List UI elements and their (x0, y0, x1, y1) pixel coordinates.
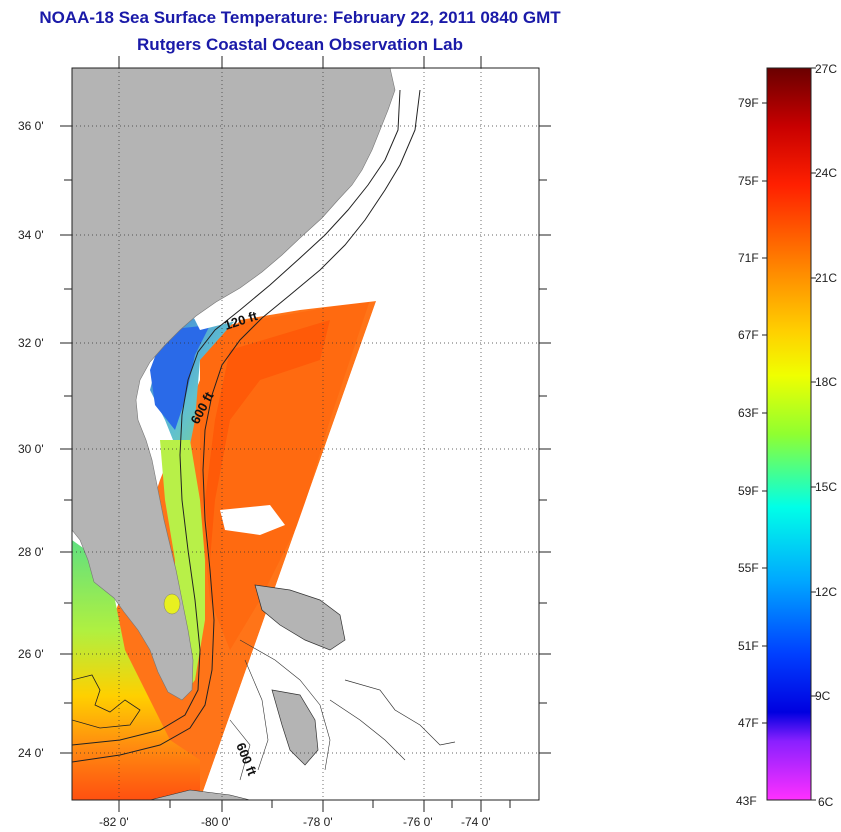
contour-600ft (72, 89, 421, 763)
lon-label: -74 0' (461, 815, 491, 829)
sst-shelf-blue (150, 325, 210, 430)
lon-label: -82 0' (99, 815, 129, 829)
lat-label: 24 0' (18, 746, 44, 760)
lat-label: 34 0' (18, 228, 44, 242)
colorbar-f-label: 59F (738, 484, 759, 498)
colorbar-f-label: 79F (738, 96, 759, 110)
map-area (72, 68, 539, 800)
colorbar-c-label: 12C (815, 585, 837, 599)
sst-florida-band (160, 440, 205, 700)
lon-label: -78 0' (303, 815, 333, 829)
colorbar-f-label: 47F (738, 716, 759, 730)
lat-label: 30 0' (18, 442, 44, 456)
colorbar-f-label: 75F (738, 174, 759, 188)
colorbar-f-label: 51F (738, 639, 759, 653)
cloud-patch (220, 505, 285, 535)
cuba-coast (149, 789, 251, 800)
colorbar-f-label: 67F (738, 328, 759, 342)
colorbar-f-label: 71F (738, 251, 759, 265)
lat-label: 28 0' (18, 545, 44, 559)
colorbar-f-label: 63F (738, 406, 759, 420)
map-title: NOAA-18 Sea Surface Temperature: Februar… (39, 8, 561, 27)
colorbar-c-label: 15C (815, 480, 837, 494)
sst-gulf-side (72, 540, 200, 800)
bahamas-andros (271, 689, 319, 766)
map-frame (71, 67, 540, 801)
colorbar-c-label: 24C (815, 166, 837, 180)
contour-inner-gulf (72, 674, 141, 729)
no-data-north (240, 68, 539, 290)
lat-label: 36 0' (18, 119, 44, 133)
colorbar-f-label: 55F (738, 561, 759, 575)
colorbar (766, 67, 812, 801)
axis-ticks (60, 56, 551, 812)
lat-label: 26 0' (18, 647, 44, 661)
axis-minor-ticks (64, 179, 547, 808)
sst-gulf-stream-core (205, 320, 330, 560)
colorbar-c-label: 21C (815, 271, 837, 285)
contour-120ft (72, 89, 401, 746)
bahamas-banks (229, 639, 331, 781)
bahamas-grand (254, 584, 346, 651)
colorbar-c-label: 18C (815, 375, 837, 389)
colorbar-c-label: 27C (815, 62, 837, 76)
colorbar-f-label: 43F (736, 794, 757, 808)
map-subtitle: Rutgers Coastal Ocean Observation Lab (137, 35, 463, 54)
colorbar-c-label: 9C (815, 689, 831, 703)
colorbar-ticks (762, 67, 816, 801)
bahamas-eleuthera (329, 679, 456, 761)
lat-label: 32 0' (18, 336, 44, 350)
lon-label: -80 0' (201, 815, 231, 829)
land-mainland (72, 68, 396, 701)
lake-okeechobee (163, 593, 181, 615)
colorbar-c-label: 6C (818, 795, 834, 809)
cloud-patch-north (190, 260, 385, 330)
lon-label: -76 0' (403, 815, 433, 829)
